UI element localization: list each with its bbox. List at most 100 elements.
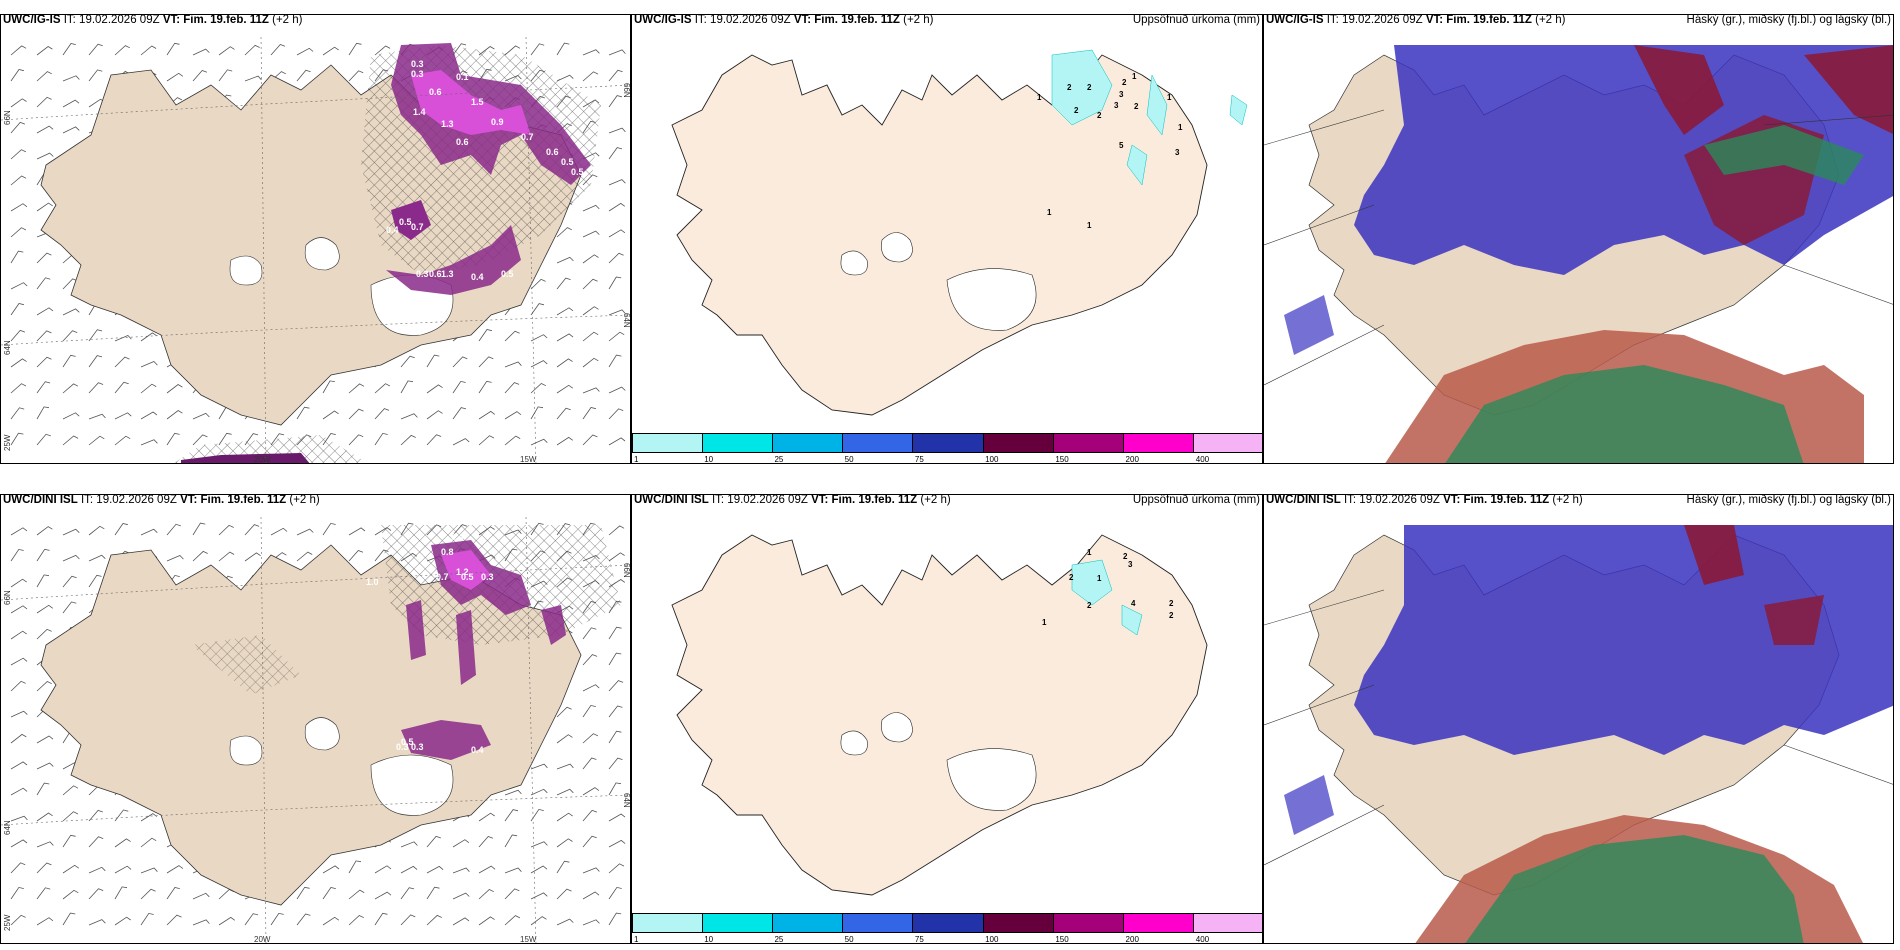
cloud-map — [1264, 517, 1893, 943]
wind-barb — [140, 813, 158, 822]
precip-value-label: 1 — [1087, 221, 1092, 230]
wind-barb — [608, 179, 626, 186]
wind-barb — [478, 435, 495, 446]
colorbar-tick-label: 10 — [704, 455, 714, 464]
wind-barb — [608, 782, 622, 796]
precip-value-label: 3 — [1128, 560, 1133, 569]
panel-header: UWC/DINI ISL IT: 19.02.2026 09Z VT: Fim.… — [634, 494, 951, 506]
wind-barb — [608, 354, 622, 368]
wind-barb — [400, 355, 415, 368]
wind-barb — [36, 71, 52, 82]
wind-barb — [426, 410, 443, 420]
it-label: IT: — [1343, 494, 1357, 506]
wind-barb — [166, 914, 182, 926]
model-name: UWC/DINI ISL — [1266, 494, 1341, 506]
wind-barb — [218, 69, 233, 82]
wind-barb — [36, 252, 52, 264]
wind-barb — [608, 127, 626, 134]
precip-value-label: 2 — [1069, 573, 1074, 582]
wind-barb — [296, 913, 311, 926]
wind-barb — [400, 841, 418, 848]
precip-value-label: 2 — [1074, 106, 1079, 115]
wind-barb — [10, 815, 28, 822]
wind-barb — [400, 887, 415, 900]
colorbar-segment — [843, 434, 914, 452]
wind-barb — [62, 912, 76, 926]
it-value: 19.02.2026 09Z — [1359, 494, 1440, 506]
wind-barb — [36, 887, 51, 900]
precip-value-label: 3 — [1114, 101, 1119, 110]
wind-barb — [10, 407, 25, 420]
wind-barb — [140, 332, 157, 342]
precip-rate-label: 0.6 — [429, 87, 442, 97]
panel-header: UWC/IG-IS IT: 19.02.2026 09Z VT: Fim. 19… — [3, 15, 303, 26]
precip-value-label: 2 — [1067, 83, 1072, 92]
wind-barb — [192, 919, 210, 926]
precip-value-label: 2 — [1169, 599, 1174, 608]
wind-barb — [10, 175, 27, 186]
precip-rate-label: 0.7 — [521, 132, 534, 142]
precip-rate-label: 0.4 — [471, 272, 484, 282]
wind-barb — [504, 361, 522, 368]
precip-rate-label: 1.0 — [366, 577, 379, 587]
model-name: UWC/IG-IS — [1266, 14, 1324, 26]
wind-barb — [608, 757, 623, 770]
colorbar-segment — [1053, 914, 1124, 932]
wind-barb — [556, 407, 571, 420]
colorbar-segment — [983, 434, 1054, 452]
wind-barb — [10, 98, 27, 108]
wind-barb — [140, 45, 157, 56]
wind-barb — [322, 46, 339, 56]
wind-barb — [556, 74, 574, 82]
it-label: IT: — [694, 14, 707, 26]
precip-rate-label: 0.3 — [396, 742, 409, 752]
wind-barb — [556, 888, 572, 900]
lat-label-64n-right: 64N — [622, 313, 631, 328]
vt-value: Fim. 19.feb. 11Z — [831, 494, 918, 506]
wind-barb — [582, 704, 596, 718]
model-name: UWC/IG-IS — [634, 14, 692, 26]
wind-barb — [530, 383, 546, 394]
wind-barb — [36, 841, 54, 848]
wind-barb — [140, 361, 158, 368]
wind-barb — [62, 99, 80, 108]
precip-rate-label: 0.9 — [491, 117, 504, 127]
wind-barb — [36, 782, 50, 796]
wind-barb — [244, 913, 259, 926]
it-label: IT: — [80, 494, 94, 506]
wind-barb — [504, 45, 521, 56]
wind-barb — [88, 919, 106, 926]
colorbar-tick-label: 50 — [844, 455, 854, 464]
wind-barb — [62, 889, 79, 900]
wind-barb — [556, 734, 573, 744]
wind-barb — [88, 435, 105, 446]
wind-map: 0.30.3 0.10.61.41.50.91.30.60.40.5 0.70.3 0… — [1, 36, 630, 463]
wind-barb — [348, 915, 364, 926]
wind-barb — [478, 836, 494, 848]
wind-barb — [88, 43, 103, 56]
it-value: 19.02.2026 09Z — [96, 494, 177, 506]
wind-barb — [582, 684, 600, 692]
wind-barb — [62, 601, 77, 614]
wind-barb — [582, 891, 600, 900]
wind-barb — [582, 809, 598, 822]
it-value: 19.02.2026 09Z — [710, 14, 791, 26]
wind-barb — [166, 432, 180, 446]
precip-value-label: 1 — [1132, 72, 1137, 81]
wind-barb — [10, 121, 26, 134]
wind-barb — [166, 72, 184, 82]
wind-barb — [10, 203, 28, 212]
wind-barb — [166, 555, 184, 562]
wind-barb — [36, 681, 52, 692]
wind-barb — [478, 812, 495, 822]
wind-barb — [218, 916, 236, 926]
wind-barb — [348, 527, 366, 536]
wind-barb — [452, 917, 470, 926]
wind-barb — [62, 308, 80, 316]
wind-barb — [62, 785, 79, 796]
vt-value: Fim. 19.feb. 11Z — [200, 494, 287, 506]
wind-barb — [582, 919, 600, 926]
wind-barb — [36, 862, 52, 874]
wind-barb — [140, 837, 157, 848]
wind-barb — [556, 358, 573, 368]
